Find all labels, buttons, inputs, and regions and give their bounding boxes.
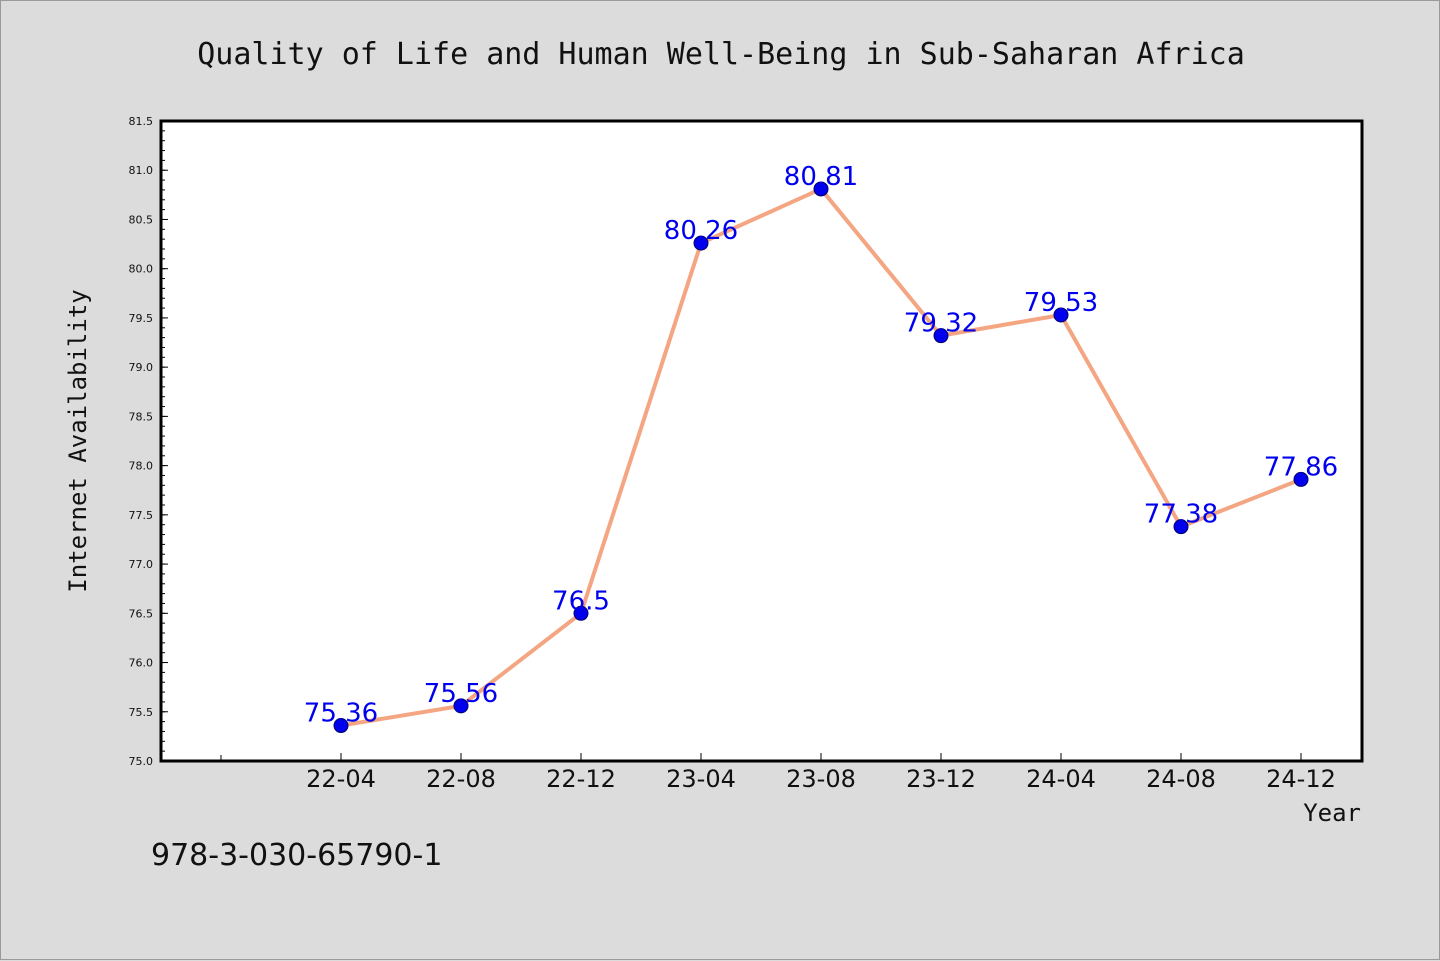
x-tick-label: 22-04 xyxy=(306,765,376,793)
data-point xyxy=(1053,307,1069,323)
y-tick-label: 78.0 xyxy=(129,460,154,473)
data-point xyxy=(693,235,709,251)
y-tick-label: 80.0 xyxy=(129,263,154,276)
y-tick-label: 80.5 xyxy=(129,213,154,226)
y-tick-label: 75.0 xyxy=(129,755,154,768)
y-tick-label: 81.0 xyxy=(129,164,154,177)
y-tick-label: 81.5 xyxy=(129,115,154,128)
data-label: 75.56 xyxy=(424,679,498,709)
data-label: 76.5 xyxy=(552,586,610,616)
data-label: 77.38 xyxy=(1144,500,1218,530)
data-label: 79.32 xyxy=(904,309,978,339)
data-point xyxy=(573,605,589,621)
x-tick-label: 23-12 xyxy=(906,765,976,793)
data-labels: 75.36 75.56 76.5 80.26 80.81 79.32 79.53 77.38 7… xyxy=(304,162,1338,729)
x-tick-label: 24-12 xyxy=(1266,765,1336,793)
x-axis: 22-04 22-08 22-12 23-04 23-08 23-12 24-04 24-08… xyxy=(220,753,1336,793)
data-point xyxy=(333,718,349,734)
y-tick-label: 78.5 xyxy=(129,410,154,423)
y-tick-label: 75.5 xyxy=(129,706,154,719)
data-point xyxy=(1293,471,1309,487)
data-point xyxy=(1173,519,1189,535)
data-label: 77.86 xyxy=(1264,452,1338,482)
x-axis-label: Year xyxy=(1303,799,1361,827)
x-tick-label: 22-08 xyxy=(426,765,496,793)
plot-area xyxy=(159,119,1364,763)
y-tick-label: 79.5 xyxy=(129,312,154,325)
y-tick-label: 76.0 xyxy=(129,657,154,670)
y-tick-label: 79.0 xyxy=(129,361,154,374)
data-label: 79.53 xyxy=(1024,288,1098,318)
data-label: 80.26 xyxy=(664,216,738,246)
x-tick-label: 22-12 xyxy=(546,765,616,793)
y-tick-label: 76.5 xyxy=(129,607,154,620)
series-line xyxy=(333,181,1309,734)
y-tick-label: 77.5 xyxy=(129,509,154,522)
x-tick-label: 24-04 xyxy=(1026,765,1096,793)
x-tick-label: 24-08 xyxy=(1146,765,1216,793)
y-axis: 75.0 75.5 76.0 76.5 77.0 77.5 78.0 78.5 79.0 79.5… xyxy=(129,115,168,768)
data-label: 80.81 xyxy=(784,162,858,192)
x-tick-label: 23-04 xyxy=(666,765,736,793)
chart-title: Quality of Life and Human Well-Being in … xyxy=(197,37,1245,72)
data-point xyxy=(453,698,469,714)
x-tick-label: 23-08 xyxy=(786,765,856,793)
data-point xyxy=(933,328,949,344)
footer-code: 978-3-030-65790-1 xyxy=(151,838,442,873)
data-label: 75.36 xyxy=(304,699,378,729)
y-tick-label: 77.0 xyxy=(129,558,154,571)
data-point xyxy=(813,181,829,197)
y-axis-label: Internet Availability xyxy=(64,289,92,592)
